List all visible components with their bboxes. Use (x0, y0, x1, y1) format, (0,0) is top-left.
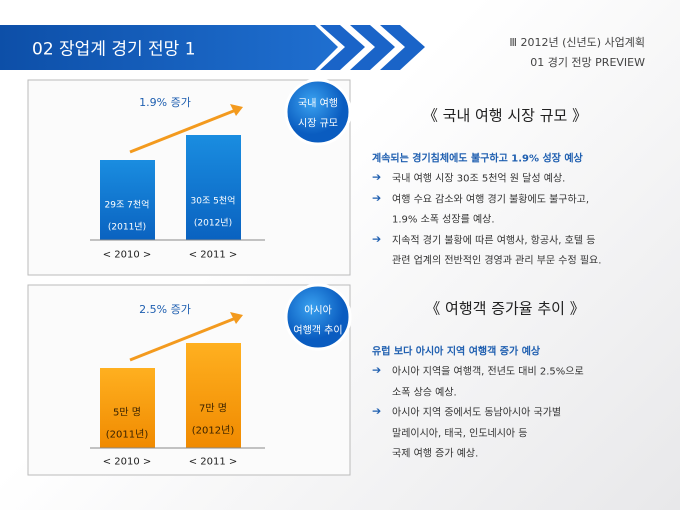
bar (100, 160, 155, 240)
badge-text: 아시아 (304, 305, 332, 317)
bar (186, 343, 241, 448)
header-title: 02 장업계 경기 전망 1 (32, 39, 196, 60)
chevron (320, 25, 365, 70)
bar (100, 368, 155, 448)
bullet-text: 1.9% 소폭 성장를 예상. (392, 214, 495, 226)
chevron (350, 25, 395, 70)
section-lead: 계속되는 경기침체에도 불구하고 1.9% 성장 예상 (372, 153, 583, 165)
badge-text: 국내 여행 (298, 98, 338, 110)
badge-text: 여행객 추이 (293, 325, 343, 337)
bullet-arrow: ➔ (372, 363, 382, 377)
bullet-text: 국제 여행 증가 예상. (392, 448, 479, 460)
bar-label: 5만 명 (113, 407, 141, 419)
bullet-text: 아시아 지역 중에서도 동남아시아 국가별 (392, 407, 562, 419)
bar (186, 135, 241, 240)
growth-label: 1.9% 증가 (139, 96, 191, 109)
arrow (129, 108, 237, 154)
badge (284, 78, 352, 146)
bar-year: (2012년) (191, 425, 235, 437)
bar-label: 30조 5천억 (190, 196, 236, 207)
badge (284, 283, 352, 351)
bullet-text: 말레이시아, 태국, 인도네시아 등 (392, 428, 528, 439)
axis-label: < 2010 > (102, 456, 152, 468)
header-bar (0, 25, 338, 70)
chevron (380, 25, 425, 70)
bar-label: 7만 명 (199, 403, 227, 415)
axis-label: < 2010 > (102, 249, 152, 261)
section-title: 《 국내 여행 시장 규모 》 (422, 106, 588, 125)
bar-year: (2011년) (105, 429, 149, 441)
breadcrumb: 01 경기 전망 PREVIEW (530, 56, 645, 69)
growth-label: 2.5% 증가 (139, 303, 191, 316)
badge-text: 시장 규모 (298, 118, 338, 130)
arrow-head (230, 312, 243, 324)
bar-year: (2012년) (193, 218, 233, 229)
bullet-arrow: ➔ (372, 170, 382, 184)
bullet-text: 지속적 경기 불황에 따른 여행사, 항공사, 호텔 등 (392, 235, 596, 246)
axis-label: < 2011 > (188, 456, 238, 468)
arrow (129, 316, 237, 362)
bullet-arrow: ➔ (372, 191, 382, 204)
bar-label: 29조 7천억 (104, 200, 150, 211)
bullet-arrow: ➔ (372, 232, 382, 245)
bullet-text: 아시아 지역을 여행객, 전년도 대비 2.5%으로 (392, 366, 584, 378)
section-lead: 유럽 보다 아시아 지역 여행객 증가 예상 (372, 346, 541, 358)
bullet-text: 소폭 상승 예상. (392, 387, 457, 398)
arrow-head (230, 104, 243, 116)
bullet-text: 국내 여행 시장 30조 5천억 원 달성 예상. (392, 173, 566, 185)
axis-label: < 2011 > (188, 249, 238, 261)
breadcrumb: Ⅲ 2012년 (신년도) 사업계획 (509, 36, 645, 49)
bullet-arrow: ➔ (372, 404, 382, 418)
section-title: 《 여행객 증가율 추이 》 (425, 299, 585, 318)
bar-year: (2011년) (107, 222, 147, 233)
bullet-text: 여행 수요 감소와 여행 경기 불황에도 불구하고, (392, 194, 590, 205)
bullet-text: 관련 업계의 전반적인 경영과 관리 부문 수정 필요. (392, 255, 602, 267)
